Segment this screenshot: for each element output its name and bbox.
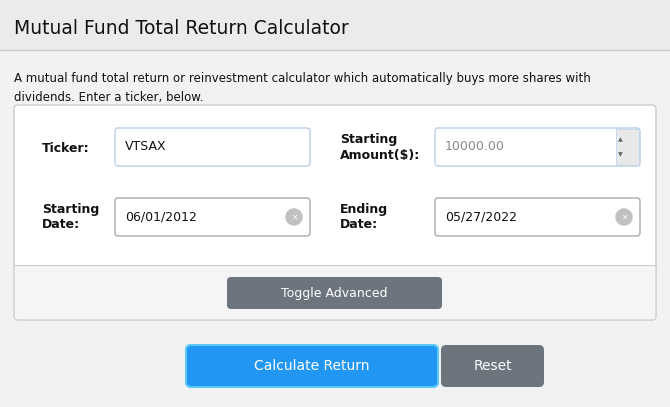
Text: Starting: Starting <box>42 204 99 217</box>
Circle shape <box>286 209 302 225</box>
FancyBboxPatch shape <box>441 345 544 387</box>
Text: ▼: ▼ <box>618 152 622 157</box>
Circle shape <box>616 209 632 225</box>
FancyBboxPatch shape <box>115 198 310 236</box>
Text: 10000.00: 10000.00 <box>445 140 505 153</box>
Text: Ticker:: Ticker: <box>42 142 90 155</box>
Text: Amount($):: Amount($): <box>340 149 420 162</box>
FancyBboxPatch shape <box>0 325 670 407</box>
FancyBboxPatch shape <box>15 266 655 319</box>
Text: Calculate Return: Calculate Return <box>254 359 370 373</box>
Text: Ending: Ending <box>340 204 388 217</box>
FancyBboxPatch shape <box>435 128 640 166</box>
Text: 06/01/2012: 06/01/2012 <box>125 210 197 223</box>
FancyBboxPatch shape <box>616 129 639 165</box>
Text: Reset: Reset <box>473 359 512 373</box>
FancyBboxPatch shape <box>14 105 656 320</box>
Text: Date:: Date: <box>340 219 378 232</box>
Text: Toggle Advanced: Toggle Advanced <box>281 287 388 300</box>
Text: ✕: ✕ <box>621 212 627 221</box>
Text: A mutual fund total return or reinvestment calculator which automatically buys m: A mutual fund total return or reinvestme… <box>14 72 591 104</box>
FancyBboxPatch shape <box>435 198 640 236</box>
Text: 05/27/2022: 05/27/2022 <box>445 210 517 223</box>
Text: VTSAX: VTSAX <box>125 140 167 153</box>
FancyBboxPatch shape <box>227 277 442 309</box>
Text: ▲: ▲ <box>618 137 622 142</box>
FancyBboxPatch shape <box>115 128 310 166</box>
FancyBboxPatch shape <box>186 345 438 387</box>
Text: Date:: Date: <box>42 219 80 232</box>
Text: ✕: ✕ <box>291 212 297 221</box>
Text: Starting: Starting <box>340 133 397 147</box>
FancyBboxPatch shape <box>0 0 670 50</box>
Text: Mutual Fund Total Return Calculator: Mutual Fund Total Return Calculator <box>14 20 349 39</box>
